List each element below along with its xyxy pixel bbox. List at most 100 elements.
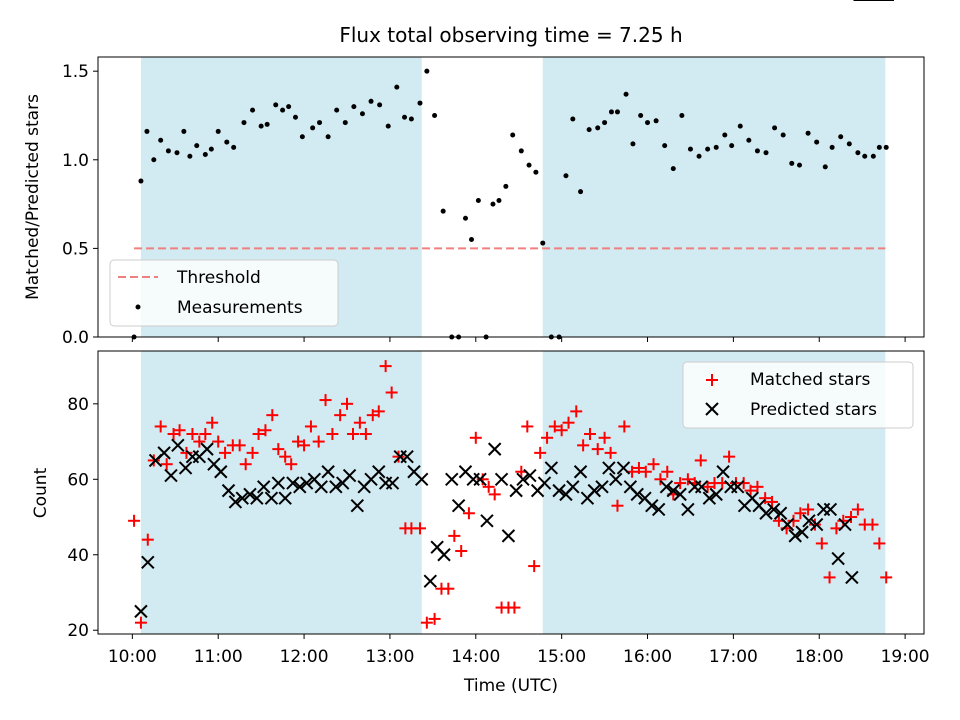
measurement-point xyxy=(299,134,305,140)
matched-star-point xyxy=(701,480,714,493)
predicted-star-point xyxy=(651,502,666,517)
measurement-point xyxy=(855,150,861,156)
matched-star-point xyxy=(239,458,252,471)
matched-star-point xyxy=(186,428,199,441)
measurement-point xyxy=(578,189,584,195)
matched-star-point xyxy=(279,450,292,463)
measurement-point xyxy=(224,139,230,145)
x-tick-label: 12:00 xyxy=(280,647,329,667)
matched-star-point xyxy=(246,446,259,459)
top-axes-frame xyxy=(97,56,925,338)
matched-star-point xyxy=(272,443,285,456)
predicted-star-point xyxy=(501,529,516,543)
measurement-point xyxy=(424,68,430,74)
matched-star-point xyxy=(787,514,800,527)
matched-star-point xyxy=(611,499,624,512)
measurement-point xyxy=(194,143,200,149)
matched-star-point xyxy=(219,446,232,459)
matched-star-point xyxy=(488,488,501,501)
matched-star-point xyxy=(482,480,495,493)
predicted-star-point xyxy=(694,480,709,494)
measurement-point xyxy=(475,198,481,204)
measurement-point xyxy=(563,173,569,179)
measurement-point xyxy=(653,118,659,124)
matched-star-point xyxy=(212,435,225,448)
measurement-point xyxy=(526,162,532,168)
predicted-star-point xyxy=(299,476,314,490)
x-tick-label: 13:00 xyxy=(365,647,414,667)
top-panel: 0.0 0.5 1.0 1.5 Matched/Predicted stars Thr… xyxy=(23,56,925,348)
predicted-star-point xyxy=(451,498,466,513)
matched-star-point xyxy=(147,454,160,467)
bottom-observing-interval xyxy=(140,351,422,634)
measurement-point xyxy=(351,104,357,110)
matched-star-point xyxy=(259,424,272,437)
measurement-point xyxy=(496,198,502,204)
measurement-point xyxy=(679,112,685,118)
matched-star-point xyxy=(428,612,441,625)
matched-star-point xyxy=(562,416,575,429)
matched-star-point xyxy=(694,454,707,467)
bottom-legend: Matched stars Predicted stars xyxy=(682,361,914,429)
matched-star-point xyxy=(442,582,455,595)
matched-star-point xyxy=(476,473,489,486)
matched-star-point xyxy=(420,616,433,629)
measurement-point xyxy=(796,162,802,168)
measurement-point xyxy=(469,237,475,243)
predicted-star-point xyxy=(544,461,559,475)
predicted-star-point xyxy=(509,483,523,498)
predicted-star-point xyxy=(537,476,552,490)
measurement-point xyxy=(846,141,852,147)
measurement-point xyxy=(432,112,438,118)
matched-star-point xyxy=(802,503,815,516)
bottom-y-tick-label: 20 xyxy=(67,621,89,641)
measurement-point xyxy=(158,137,164,143)
matched-star-point xyxy=(372,405,385,418)
measurement-point xyxy=(645,120,651,126)
measurement-point xyxy=(772,125,778,131)
x-tick-label: 15:00 xyxy=(537,647,586,667)
x-axis-label: Time (UTC) xyxy=(463,676,558,696)
measurement-point xyxy=(862,153,868,159)
measurement-point xyxy=(325,134,331,140)
matched-star-point xyxy=(598,431,611,444)
predicted-star-point xyxy=(666,483,680,498)
bottom-y-tick-label: 40 xyxy=(67,546,89,566)
x-tick-label: 17:00 xyxy=(709,647,758,667)
predicted-star-point xyxy=(141,555,155,570)
predicted-star-point xyxy=(157,446,171,460)
predicted-star-point xyxy=(759,506,773,520)
matched-star-point xyxy=(341,397,354,410)
matched-star-point xyxy=(385,386,398,399)
matched-star-point xyxy=(134,616,147,629)
predicted-star-point xyxy=(673,487,687,502)
top-y-axis-label: Matched/Predicted stars xyxy=(23,94,43,300)
measurement-point xyxy=(202,151,208,157)
measurement-point xyxy=(822,164,828,170)
measurement-point xyxy=(258,123,264,129)
measurement-point xyxy=(490,201,496,207)
matched-star-point xyxy=(528,560,541,573)
matched-star-point xyxy=(591,443,604,456)
measurement-point xyxy=(292,114,298,120)
predicted-star-point xyxy=(372,465,386,479)
measurement-point xyxy=(696,153,702,159)
top-legend: Threshold Measurements xyxy=(109,259,339,327)
measurement-point xyxy=(368,98,374,104)
predicted-star-point xyxy=(802,514,816,528)
x-tick-label: 18:00 xyxy=(795,647,844,667)
measurement-point xyxy=(780,132,786,138)
predicted-star-point xyxy=(773,506,788,520)
predicted-star-point xyxy=(414,472,429,487)
matched-star-point xyxy=(744,484,757,497)
matched-star-point xyxy=(555,424,568,437)
measurement-point xyxy=(181,128,187,134)
predicted-star-point xyxy=(487,442,502,456)
measurement-point xyxy=(208,146,214,152)
matched-star-point xyxy=(618,420,631,433)
matched-star-point xyxy=(808,518,821,531)
legend-predicted-swatch xyxy=(705,402,719,416)
predicted-star-point xyxy=(494,472,509,487)
measurement-point xyxy=(829,144,835,150)
matched-star-point xyxy=(334,409,347,422)
